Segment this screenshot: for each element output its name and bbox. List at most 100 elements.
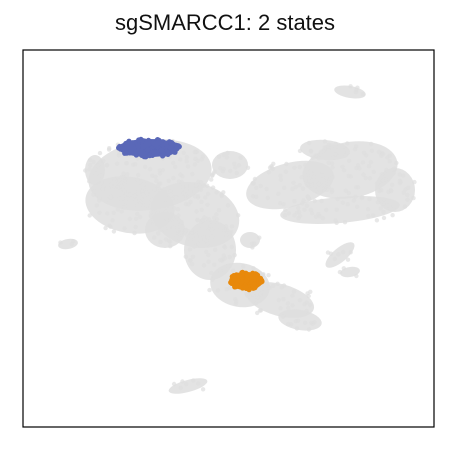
background-cell [377, 180, 381, 184]
background-cell [303, 321, 307, 325]
background-cell [241, 264, 245, 268]
background-cell [206, 225, 210, 229]
background-cell [394, 161, 398, 165]
background-cell [116, 179, 120, 183]
background-cell [203, 195, 207, 199]
background-cell [98, 151, 102, 155]
background-cell [222, 153, 226, 157]
background-cell [353, 195, 357, 199]
background-cell [252, 241, 256, 245]
background-cell [149, 214, 153, 218]
background-cell [212, 263, 216, 267]
background-cell [228, 169, 232, 173]
background-cell [229, 230, 233, 234]
background-cell [346, 202, 350, 206]
background-cell [165, 197, 169, 201]
background-cell [281, 297, 285, 301]
background-cell [349, 250, 353, 254]
background-cell [254, 186, 258, 190]
background-cell [279, 178, 283, 182]
background-cell [238, 156, 242, 160]
background-cell [132, 231, 136, 235]
background-cell [112, 177, 116, 181]
background-cell [284, 170, 288, 174]
state-1-cell [171, 142, 176, 147]
background-cell [338, 270, 342, 274]
background-cell [207, 288, 211, 292]
background-cell [143, 165, 147, 169]
background-cell [347, 174, 351, 178]
background-cell [171, 226, 175, 230]
background-cell [317, 182, 321, 186]
background-cell [125, 161, 129, 165]
background-cell [232, 162, 236, 166]
background-cell [345, 141, 349, 145]
background-cell [297, 210, 301, 214]
background-cell [390, 213, 394, 217]
background-cell [296, 206, 300, 210]
background-cell [110, 218, 114, 222]
background-cell [278, 306, 282, 310]
background-cell [321, 216, 325, 220]
background-cell [206, 192, 210, 196]
background-cell [297, 183, 301, 187]
state-1-cell [152, 141, 157, 146]
background-cell [412, 180, 416, 184]
background-cell [97, 211, 101, 215]
background-cell [174, 236, 178, 240]
background-cell [95, 203, 99, 207]
background-cell [308, 290, 312, 294]
background-cell [287, 211, 291, 215]
background-cell [112, 229, 116, 233]
background-cell [296, 216, 300, 220]
background-cell [213, 248, 217, 252]
background-cell [185, 184, 189, 188]
background-cell [327, 143, 331, 147]
background-cell [94, 172, 98, 176]
background-cell [164, 216, 168, 220]
background-cell [200, 208, 204, 212]
background-cell [281, 202, 285, 206]
background-cell [292, 199, 296, 203]
background-cell [268, 286, 272, 290]
background-cell [153, 206, 157, 210]
background-cell [103, 226, 107, 230]
background-cell [178, 157, 182, 161]
background-cell [344, 189, 348, 193]
background-cell [121, 175, 125, 179]
background-cell [153, 175, 157, 179]
state-1-cell [142, 154, 147, 159]
background-cell [342, 168, 346, 172]
background-cell [221, 169, 225, 173]
state-2-cell [253, 271, 258, 276]
background-cell [391, 171, 395, 175]
background-cell [392, 166, 396, 170]
background-cell [164, 237, 168, 241]
background-cell [398, 181, 402, 185]
background-cell [361, 172, 365, 176]
background-cell [330, 165, 334, 169]
background-cell [361, 160, 365, 164]
background-cell [354, 274, 358, 278]
background-cell [209, 177, 213, 181]
background-cell [193, 150, 197, 154]
background-cell [369, 142, 373, 146]
background-cell [101, 159, 105, 163]
background-cell [88, 163, 92, 167]
background-cell [141, 186, 145, 190]
background-cell [186, 202, 190, 206]
background-cell [308, 303, 312, 307]
background-cell [319, 199, 323, 203]
background-cell [180, 174, 184, 178]
background-cell [100, 180, 104, 184]
background-cell [334, 221, 338, 225]
background-cell [336, 252, 340, 256]
background-cell [405, 193, 409, 197]
background-cell [346, 258, 350, 262]
background-cell [299, 175, 303, 179]
background-cell [266, 196, 270, 200]
background-cell [372, 170, 376, 174]
background-cell [298, 165, 302, 169]
background-cell [317, 156, 321, 160]
background-cell [276, 192, 280, 196]
